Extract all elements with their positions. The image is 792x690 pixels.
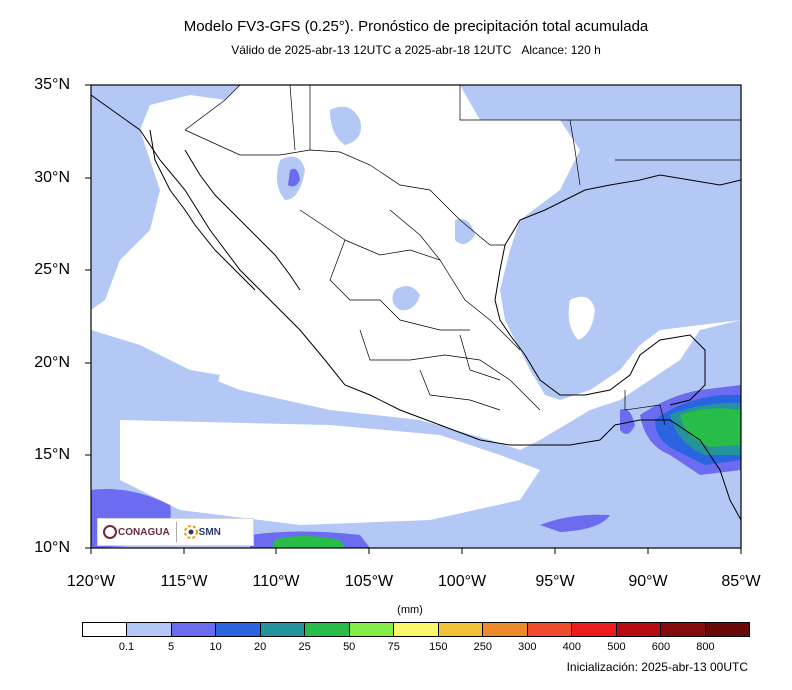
initialization-label: Inicialización: 2025-abr-13 00UTC: [566, 660, 748, 674]
colorbar-swatch: [527, 623, 573, 636]
axis-ticks: [85, 84, 742, 554]
lon-label-120: 120°W: [66, 573, 116, 590]
colorbar-swatch: [171, 623, 217, 636]
map-subtitle: Válido de 2025-abr-13 12UTC a 2025-abr-1…: [0, 43, 792, 57]
coastlines: [91, 94, 741, 521]
colorbar-swatch: [483, 623, 528, 636]
units-label: (mm): [397, 604, 423, 616]
colorbar-label: 5: [168, 641, 175, 653]
lon-label-100: 100°W: [437, 573, 487, 590]
colorbar-label: 500: [607, 641, 626, 653]
colorbar-swatch: [260, 623, 306, 636]
lon-label-85: 85°W: [721, 573, 761, 590]
colorbar-swatch: [394, 623, 439, 636]
lon-label-115: 115°W: [160, 573, 208, 590]
lat-label-35: 35°N: [34, 76, 70, 93]
colorbar-label: 50: [343, 641, 356, 653]
colorbar-label: 250: [473, 641, 492, 653]
forecast-range: Alcance: 120 h: [521, 43, 601, 57]
valid-period: Válido de 2025-abr-13 12UTC a 2025-abr-1…: [231, 43, 512, 57]
colorbar-swatch: [216, 623, 261, 636]
colorbar-swatch: [705, 623, 750, 636]
lon-label-110: 110°W: [252, 573, 300, 590]
colorbar-label: 10: [209, 641, 222, 653]
colorbar-swatch: [438, 623, 484, 636]
lon-label-95: 95°W: [535, 573, 575, 590]
colorbar-label: 75: [387, 641, 400, 653]
lon-label-105: 105°W: [344, 573, 394, 590]
colorbar-label: 400: [562, 641, 582, 653]
colorbar-label: 300: [518, 641, 537, 653]
colorbar-swatch: [305, 623, 350, 636]
lat-label-15: 15°N: [34, 446, 70, 463]
colorbar-swatch: [616, 623, 662, 636]
colorbar-label: 600: [651, 641, 671, 653]
map-title: Modelo FV3-GFS (0.25°). Pronóstico de pr…: [183, 18, 649, 35]
colorbar-swatch: [349, 623, 395, 636]
colorbar-swatch: [127, 623, 172, 636]
borders: [184, 85, 741, 426]
conagua-logo-icon: [103, 525, 117, 539]
colorbar-swatch: [83, 623, 128, 636]
lat-label-20: 20°N: [34, 354, 70, 371]
precip-none: [120, 296, 595, 525]
lat-label-10: 10°N: [34, 539, 70, 556]
colorbar-swatch: [572, 623, 617, 636]
lat-label-25: 25°N: [34, 261, 70, 278]
lon-label-90: 90°W: [628, 573, 668, 590]
colorbar-label: 25: [298, 641, 311, 653]
colorbar: [82, 622, 750, 637]
conagua-label: CONAGUA: [118, 526, 170, 538]
logo-box: CONAGUA SMN: [97, 518, 254, 546]
smn-label: SMN: [198, 526, 221, 538]
colorbar-label: 20: [254, 641, 267, 653]
lat-label-30: 30°N: [34, 169, 70, 186]
colorbar-swatch: [661, 623, 706, 636]
colorbar-label: 800: [696, 641, 715, 653]
colorbar-label: 150: [429, 641, 448, 653]
colorbar-label: 0.1: [118, 641, 135, 653]
smn-logo-icon: [183, 525, 198, 539]
